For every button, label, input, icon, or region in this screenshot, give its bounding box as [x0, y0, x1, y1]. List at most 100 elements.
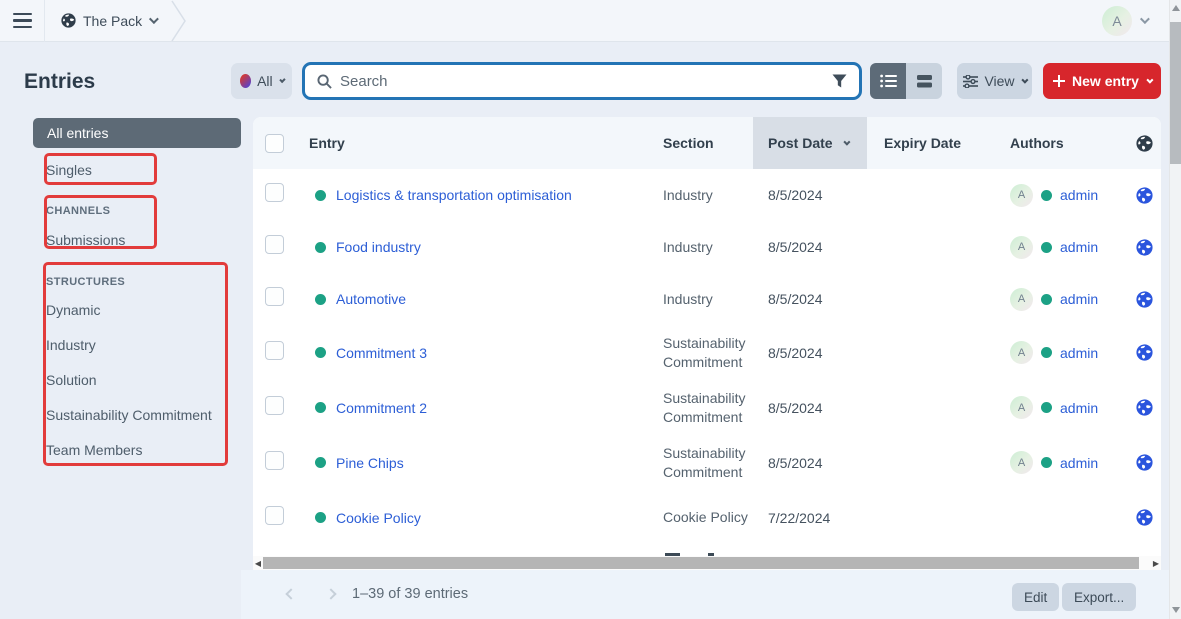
row-checkbox[interactable] — [265, 340, 284, 360]
vertical-scrollbar[interactable] — [1169, 0, 1181, 619]
author-avatar: A — [1010, 287, 1033, 311]
chevron-down-icon — [278, 76, 286, 83]
site-filter-label: All — [257, 73, 273, 89]
entry-section: Industry — [663, 186, 713, 203]
entry-site-cell[interactable] — [1127, 291, 1161, 308]
entry-post-date: 8/5/2024 — [768, 239, 823, 255]
search-bar[interactable] — [302, 62, 862, 100]
status-enabled-icon — [315, 512, 326, 523]
table-row[interactable]: Commitment 3 Sustainability Commitment 8… — [253, 325, 1161, 380]
export-button[interactable]: Export... — [1062, 583, 1137, 611]
sidebar-item-solution[interactable]: Solution — [46, 372, 97, 388]
entry-title-link[interactable]: Commitment 2 — [336, 399, 428, 416]
globe-icon — [1136, 135, 1153, 152]
row-checkbox[interactable] — [265, 450, 284, 470]
sidebar-item-dynamic[interactable]: Dynamic — [46, 302, 101, 318]
author-link[interactable]: admin — [1060, 399, 1099, 416]
search-input[interactable] — [340, 72, 824, 90]
scroll-left-arrow-icon[interactable]: ◀ — [254, 558, 262, 568]
partial-next-row — [253, 545, 1161, 556]
entry-title-link[interactable]: Pine Chips — [336, 454, 404, 471]
row-checkbox[interactable] — [265, 235, 284, 254]
entry-title-link[interactable]: Food industry — [336, 239, 421, 255]
sidebar-item-sustainability-commitment[interactable]: Sustainability Commitment — [46, 407, 212, 423]
entry-site-cell[interactable] — [1127, 344, 1161, 361]
filter-funnel-icon[interactable] — [832, 74, 847, 88]
status-enabled-icon — [315, 347, 326, 358]
author-link[interactable]: admin — [1060, 454, 1099, 471]
view-options-dropdown[interactable]: View — [957, 63, 1032, 99]
entry-section: Cookie Policy — [663, 509, 748, 525]
pagination-prev-button[interactable] — [279, 582, 303, 606]
sidebar-item-industry[interactable]: Industry — [46, 337, 96, 353]
sidebar-item-team-members[interactable]: Team Members — [46, 442, 143, 458]
globe-icon — [1136, 454, 1153, 471]
user-avatar[interactable]: A — [1102, 5, 1132, 36]
table-row[interactable]: Logistics & transportation optimisation … — [253, 169, 1161, 221]
author-link[interactable]: admin — [1060, 291, 1099, 307]
list-view-button[interactable] — [870, 63, 906, 99]
entry-site-cell[interactable] — [1127, 399, 1161, 416]
chevron-down-icon — [1139, 14, 1150, 25]
status-enabled-icon — [315, 189, 326, 201]
author-status-icon — [1041, 189, 1052, 201]
sliders-icon — [963, 74, 979, 88]
column-header-post-date[interactable]: Post Date — [753, 117, 867, 169]
table-row[interactable]: Pine Chips Sustainability Commitment 8/5… — [253, 435, 1161, 490]
entry-site-cell[interactable] — [1127, 187, 1161, 204]
row-checkbox[interactable] — [265, 287, 284, 306]
entry-post-date: 7/22/2024 — [768, 509, 831, 526]
entry-post-date: 8/5/2024 — [768, 344, 823, 361]
row-checkbox[interactable] — [265, 505, 284, 525]
horizontal-scrollbar-thumb[interactable] — [263, 557, 1139, 569]
sidebar-item-singles[interactable]: Singles — [46, 162, 92, 178]
site-breadcrumb[interactable]: The Pack — [45, 13, 168, 29]
entry-title-link[interactable]: Commitment 3 — [336, 344, 428, 361]
author-link[interactable]: admin — [1060, 344, 1099, 361]
site-filter-dropdown[interactable]: All — [231, 63, 292, 99]
sidebar-item-all-entries[interactable]: All entries — [33, 118, 241, 148]
pagination-next-button[interactable] — [319, 582, 343, 606]
entry-site-cell[interactable] — [1127, 509, 1161, 526]
site-globe-icon — [61, 13, 76, 28]
column-header-entry[interactable]: Entry — [309, 135, 345, 151]
status-enabled-icon — [315, 402, 326, 413]
horizontal-scrollbar[interactable]: ◀ ▶ — [253, 556, 1161, 570]
entry-site-cell[interactable] — [1127, 239, 1161, 256]
view-label: View — [984, 73, 1015, 89]
column-header-site[interactable] — [1127, 117, 1161, 169]
scroll-up-arrow-icon[interactable] — [1172, 5, 1180, 11]
column-header-expiry-date[interactable]: Expiry Date — [884, 135, 962, 151]
vertical-scrollbar-thumb[interactable] — [1170, 22, 1181, 164]
table-row[interactable]: Cookie Policy Cookie Policy 7/22/2024 — [253, 490, 1161, 545]
author-link[interactable]: admin — [1060, 239, 1099, 255]
status-enabled-icon — [315, 241, 326, 253]
select-all-checkbox[interactable] — [265, 133, 284, 153]
scroll-right-arrow-icon[interactable]: ▶ — [1152, 558, 1160, 568]
row-checkbox[interactable] — [265, 183, 284, 202]
entry-title-link[interactable]: Cookie Policy — [336, 509, 421, 526]
entry-title-link[interactable]: Automotive — [336, 291, 407, 307]
scroll-down-arrow-icon[interactable] — [1172, 607, 1180, 613]
entry-section: Industry — [663, 290, 713, 307]
card-view-button[interactable] — [906, 63, 942, 99]
table-row[interactable]: Commitment 2 Sustainability Commitment 8… — [253, 380, 1161, 435]
user-menu[interactable]: A — [1102, 5, 1169, 36]
sidebar-item-submissions[interactable]: Submissions — [46, 232, 126, 248]
column-header-authors[interactable]: Authors — [1010, 135, 1064, 151]
edit-button[interactable]: Edit — [1012, 583, 1060, 611]
entry-section: Sustainability Commitment — [663, 334, 746, 370]
column-header-section[interactable]: Section — [663, 135, 714, 151]
new-entry-button[interactable]: New entry — [1043, 63, 1161, 99]
hamburger-menu-icon[interactable] — [0, 0, 44, 42]
entry-title-link[interactable]: Logistics & transportation optimisation — [336, 187, 572, 203]
search-icon — [317, 73, 332, 89]
author-link[interactable]: admin — [1060, 187, 1099, 203]
status-enabled-icon — [315, 293, 326, 305]
entry-site-cell[interactable] — [1127, 454, 1161, 471]
author-avatar: A — [1010, 396, 1033, 419]
row-checkbox[interactable] — [265, 395, 284, 415]
